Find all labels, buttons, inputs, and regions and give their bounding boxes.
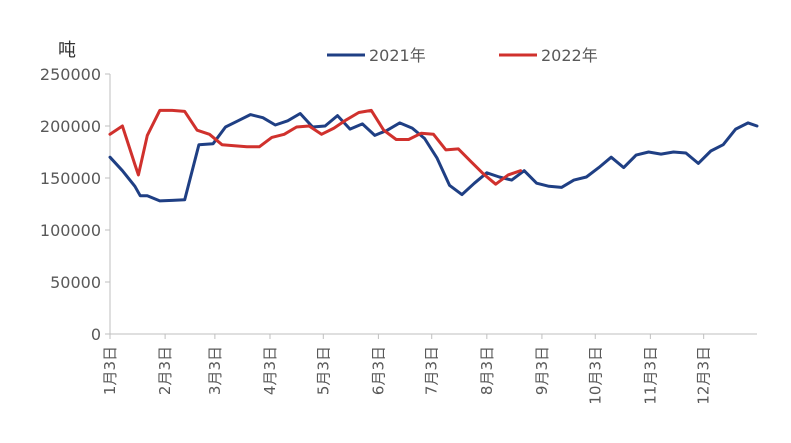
x-tick-label: 7月3日	[423, 346, 441, 395]
series-line-1	[108, 112, 759, 203]
y-tick-label: 150000	[40, 169, 101, 188]
x-tick-label: 1月3日	[101, 346, 119, 395]
series-line-2	[108, 108, 523, 186]
x-tick-label: 9月3日	[533, 346, 551, 395]
y-tick-label: 0	[91, 325, 101, 344]
x-tick-label: 11月3日	[641, 346, 659, 405]
x-tick-label: 6月3日	[369, 346, 387, 395]
legend-label-2: 2022年	[541, 46, 598, 65]
y-tick-label: 250000	[40, 65, 101, 84]
y-tick-label: 200000	[40, 117, 101, 136]
x-tick-label: 12月3日	[695, 346, 713, 405]
x-tick-label: 2月3日	[156, 346, 174, 395]
x-tick-label: 3月3日	[206, 346, 224, 395]
x-tick-label: 8月3日	[478, 346, 496, 395]
x-tick-label: 5月3日	[314, 346, 332, 395]
y-tick-label: 100000	[40, 221, 101, 240]
x-tick-label: 4月3日	[261, 346, 279, 395]
legend-label-1: 2021年	[369, 46, 426, 65]
y-axis-unit-label: 吨	[58, 40, 76, 61]
x-tick-label: 10月3日	[586, 346, 604, 405]
y-tick-label: 50000	[50, 273, 101, 292]
